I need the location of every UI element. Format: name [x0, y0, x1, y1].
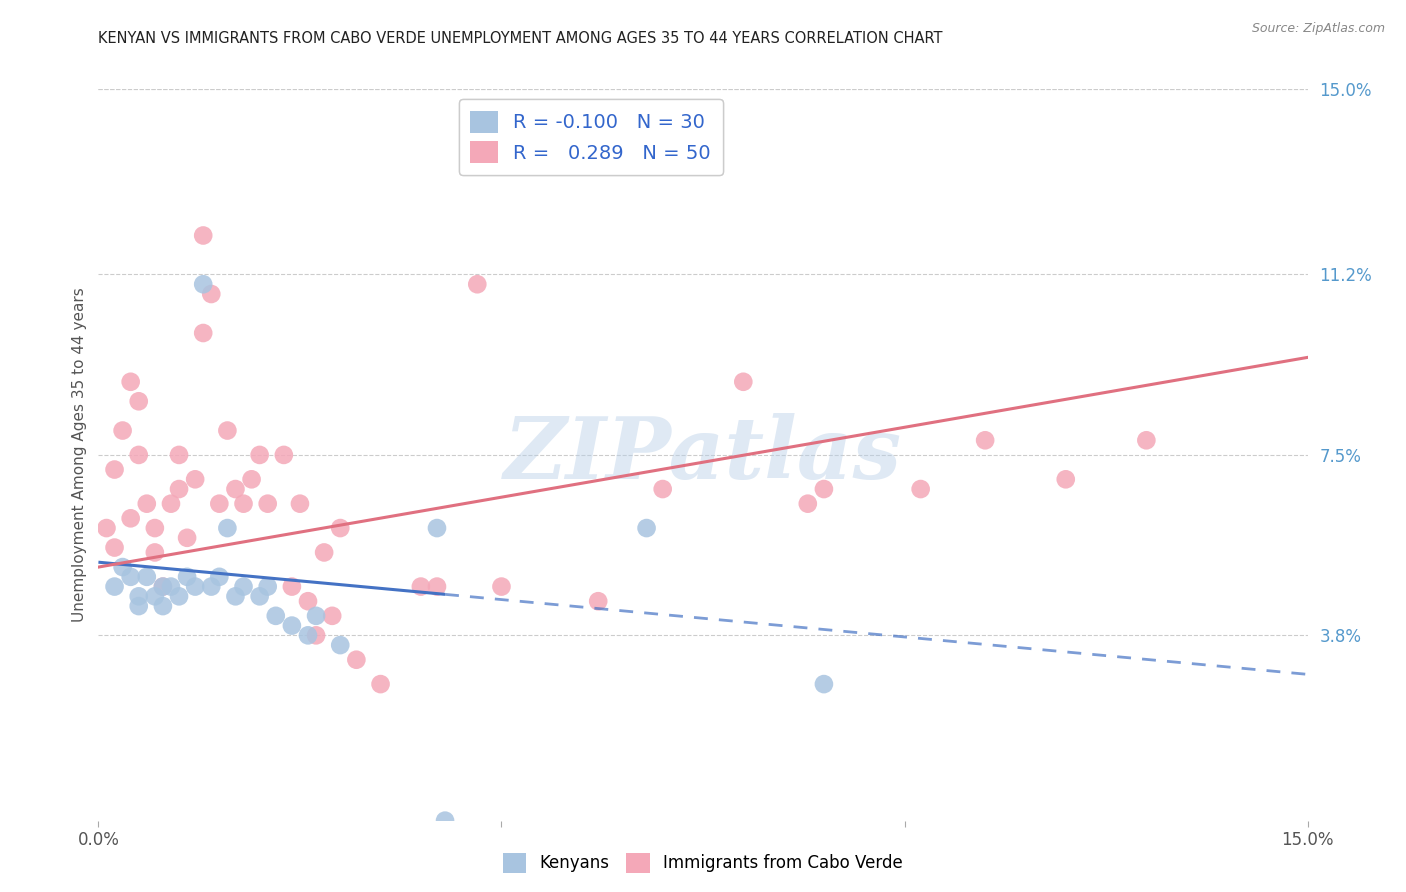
- Point: [160, 497, 183, 511]
- Point: [344, 653, 367, 667]
- Point: [217, 424, 239, 438]
- Point: [224, 482, 246, 496]
- Point: [152, 580, 174, 594]
- Point: [135, 570, 157, 584]
- Text: Source: ZipAtlas.com: Source: ZipAtlas.com: [1251, 22, 1385, 36]
- Point: [426, 521, 449, 535]
- Point: [1054, 472, 1077, 486]
- Point: [297, 628, 319, 642]
- Point: [184, 580, 207, 594]
- Point: [321, 608, 343, 623]
- Point: [232, 580, 254, 594]
- Point: [224, 590, 246, 604]
- Point: [152, 599, 174, 613]
- Point: [288, 497, 311, 511]
- Text: KENYAN VS IMMIGRANTS FROM CABO VERDE UNEMPLOYMENT AMONG AGES 35 TO 44 YEARS CORR: KENYAN VS IMMIGRANTS FROM CABO VERDE UNE…: [98, 31, 943, 46]
- Point: [813, 677, 835, 691]
- Point: [128, 590, 150, 604]
- Legend: Kenyans, Immigrants from Cabo Verde: Kenyans, Immigrants from Cabo Verde: [496, 847, 910, 880]
- Point: [281, 580, 304, 594]
- Point: [329, 638, 352, 652]
- Point: [240, 472, 263, 486]
- Point: [281, 618, 304, 632]
- Point: [103, 462, 125, 476]
- Point: [120, 570, 142, 584]
- Y-axis label: Unemployment Among Ages 35 to 44 years: Unemployment Among Ages 35 to 44 years: [72, 287, 87, 623]
- Point: [491, 580, 513, 594]
- Point: [176, 570, 198, 584]
- Point: [636, 521, 658, 535]
- Point: [305, 608, 328, 623]
- Point: [329, 521, 352, 535]
- Point: [1135, 434, 1157, 448]
- Point: [974, 434, 997, 448]
- Point: [813, 482, 835, 496]
- Point: [143, 521, 166, 535]
- Point: [200, 580, 222, 594]
- Point: [208, 570, 231, 584]
- Point: [152, 580, 174, 594]
- Point: [128, 599, 150, 613]
- Point: [184, 472, 207, 486]
- Point: [103, 580, 125, 594]
- Point: [264, 608, 287, 623]
- Point: [249, 448, 271, 462]
- Point: [208, 497, 231, 511]
- Point: [176, 531, 198, 545]
- Point: [143, 545, 166, 559]
- Point: [273, 448, 295, 462]
- Point: [249, 590, 271, 604]
- Point: [314, 545, 336, 559]
- Point: [143, 590, 166, 604]
- Point: [167, 590, 190, 604]
- Point: [120, 511, 142, 525]
- Point: [305, 628, 328, 642]
- Point: [733, 375, 755, 389]
- Point: [128, 448, 150, 462]
- Point: [797, 497, 820, 511]
- Point: [232, 497, 254, 511]
- Point: [193, 228, 215, 243]
- Point: [167, 448, 190, 462]
- Point: [128, 394, 150, 409]
- Point: [135, 497, 157, 511]
- Point: [910, 482, 932, 496]
- Point: [409, 580, 432, 594]
- Point: [160, 580, 183, 594]
- Point: [465, 277, 488, 292]
- Point: [426, 580, 449, 594]
- Point: [256, 580, 278, 594]
- Point: [111, 560, 134, 574]
- Point: [651, 482, 673, 496]
- Point: [103, 541, 125, 555]
- Point: [120, 375, 142, 389]
- Point: [434, 814, 457, 828]
- Point: [193, 277, 215, 292]
- Point: [256, 497, 278, 511]
- Text: ZIPatlas: ZIPatlas: [503, 413, 903, 497]
- Point: [96, 521, 118, 535]
- Legend: R = -0.100   N = 30, R =   0.289   N = 50: R = -0.100 N = 30, R = 0.289 N = 50: [458, 99, 723, 175]
- Point: [200, 287, 222, 301]
- Point: [370, 677, 392, 691]
- Point: [217, 521, 239, 535]
- Point: [193, 326, 215, 340]
- Point: [297, 594, 319, 608]
- Point: [167, 482, 190, 496]
- Point: [586, 594, 609, 608]
- Point: [111, 424, 134, 438]
